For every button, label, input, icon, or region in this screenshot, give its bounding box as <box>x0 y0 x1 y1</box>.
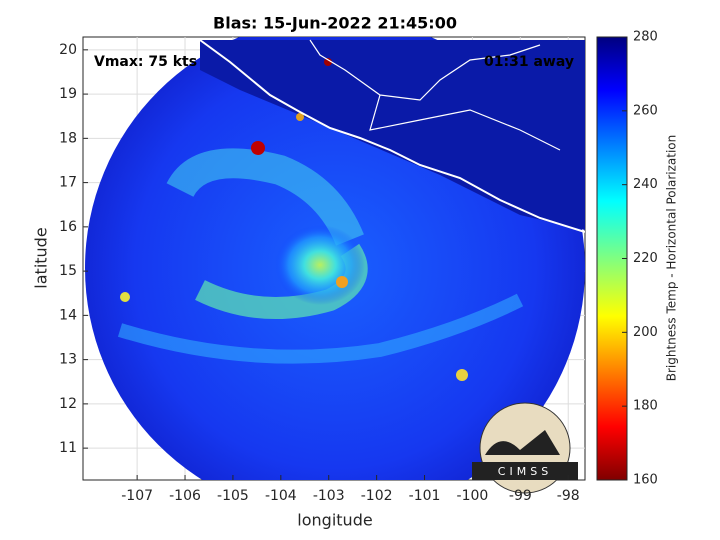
x-tick-label: -107 <box>121 488 153 504</box>
y-tick-label: 19 <box>59 86 77 102</box>
colorbar-tick-label: 180 <box>633 399 658 414</box>
colorbar-tick-label: 280 <box>633 30 658 45</box>
y-tick-label: 13 <box>59 352 77 368</box>
x-tick-label: -106 <box>169 488 201 504</box>
y-tick-label: 15 <box>59 263 77 279</box>
x-tick-label: -105 <box>217 488 249 504</box>
y-tick-label: 17 <box>59 175 77 191</box>
colorbar-tick-label: 220 <box>633 251 658 266</box>
colorbar-tick-label: 240 <box>633 177 658 192</box>
x-tick-label: -103 <box>313 488 345 504</box>
colorbar-tick-label: 200 <box>633 325 658 340</box>
y-tick-label: 18 <box>59 130 77 146</box>
colorbar-label: Brightness Temp - Horizontal Polarizatio… <box>665 135 679 382</box>
title: Blas: 15-Jun-2022 21:45:00 <box>213 14 457 33</box>
x-tick-label: -104 <box>265 488 297 504</box>
logo: CIMSS <box>472 402 578 494</box>
y-tick-label: 20 <box>59 42 77 58</box>
y-tick-label: 14 <box>59 307 77 323</box>
y-axis-label: latitude <box>32 227 51 288</box>
x-tick-label: -98 <box>557 488 580 504</box>
annotation: Vmax: 75 kts <box>94 54 197 70</box>
y-tick-label: 11 <box>59 440 77 456</box>
colorbar-tick-label: 160 <box>633 473 658 488</box>
colorbar-tick-label: 260 <box>633 103 658 118</box>
x-tick-label: -100 <box>457 488 489 504</box>
annotation: 01:31 away <box>484 54 574 70</box>
x-tick-label: -99 <box>509 488 532 504</box>
y-tick-label: 12 <box>59 396 77 412</box>
satellite-image <box>85 37 585 480</box>
x-tick-label: -101 <box>409 488 441 504</box>
x-tick-label: -102 <box>361 488 393 504</box>
logo-text: CIMSS <box>498 465 552 478</box>
y-tick-label: 16 <box>59 219 77 235</box>
x-axis-label: longitude <box>297 511 372 530</box>
